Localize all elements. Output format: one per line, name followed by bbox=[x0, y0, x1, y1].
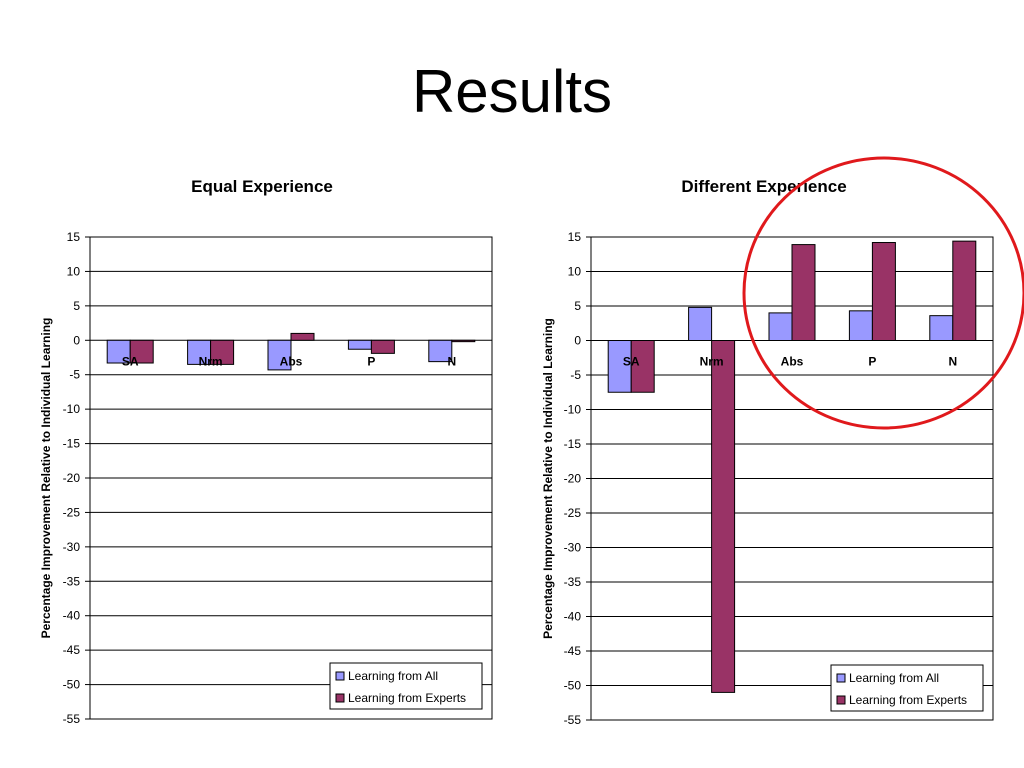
y-tick-label: -25 bbox=[63, 505, 81, 519]
bar-learning-from-all-p bbox=[848, 310, 873, 341]
legend-swatch bbox=[836, 695, 846, 705]
legend-box bbox=[329, 662, 483, 710]
plot-area bbox=[89, 236, 493, 720]
y-tick-label: -10 bbox=[564, 403, 582, 417]
legend-label: Learning from All bbox=[348, 669, 438, 683]
y-tick-label: 5 bbox=[574, 299, 581, 313]
bar-learning-from-experts-sa bbox=[129, 339, 154, 364]
bar-learning-from-experts-nrm bbox=[711, 340, 736, 693]
plot-area bbox=[590, 236, 994, 721]
y-tick-label: -35 bbox=[564, 575, 582, 589]
legend-swatch bbox=[335, 671, 345, 681]
legend-swatch bbox=[836, 673, 846, 683]
y-tick-label: -40 bbox=[564, 610, 582, 624]
legend-label: Learning from All bbox=[849, 671, 939, 685]
bar-learning-from-experts-n bbox=[451, 339, 476, 343]
category-label: P bbox=[868, 355, 876, 369]
y-tick-label: -5 bbox=[570, 368, 581, 382]
y-tick-label: 0 bbox=[574, 334, 581, 348]
y-tick-label: -50 bbox=[564, 679, 582, 693]
bar-learning-from-all-abs bbox=[267, 339, 292, 371]
y-tick-label: -30 bbox=[63, 540, 81, 554]
category-label: P bbox=[367, 354, 375, 368]
bar-learning-from-all-abs bbox=[768, 312, 793, 341]
y-tick-label: -25 bbox=[564, 506, 582, 520]
category-label: SA bbox=[623, 355, 640, 369]
y-tick-label: 10 bbox=[67, 264, 81, 278]
category-label: N bbox=[948, 355, 957, 369]
highlight-circle bbox=[742, 156, 1024, 430]
y-tick-label: -50 bbox=[63, 678, 81, 692]
y-tick-label: -20 bbox=[63, 471, 81, 485]
bar-learning-from-experts-nrm bbox=[210, 339, 235, 365]
chart-title: Equal Experience bbox=[191, 177, 333, 196]
y-tick-label: -45 bbox=[564, 644, 582, 658]
legend-label: Learning from Experts bbox=[348, 691, 466, 705]
y-tick-label: 0 bbox=[73, 333, 80, 347]
legend-box bbox=[830, 664, 984, 712]
y-tick-label: -55 bbox=[63, 712, 81, 726]
bar-learning-from-all-n bbox=[428, 339, 453, 363]
bar-learning-from-experts-n bbox=[952, 240, 977, 341]
legend-label: Learning from Experts bbox=[849, 693, 967, 707]
y-tick-label: -35 bbox=[63, 574, 81, 588]
y-tick-label: -5 bbox=[69, 368, 80, 382]
bar-learning-from-experts-p bbox=[370, 339, 395, 354]
bar-learning-from-experts-p bbox=[871, 242, 896, 342]
y-axis-label: Percentage Improvement Relative to Indiv… bbox=[39, 318, 53, 639]
bar-learning-from-all-nrm bbox=[688, 306, 713, 342]
y-tick-label: -45 bbox=[63, 643, 81, 657]
y-tick-label: 15 bbox=[67, 230, 81, 244]
category-label: SA bbox=[122, 354, 139, 368]
chart-title: Different Experience bbox=[681, 177, 846, 196]
y-tick-label: -20 bbox=[564, 472, 582, 486]
bar-learning-from-experts-sa bbox=[630, 340, 655, 393]
y-tick-label: 5 bbox=[73, 299, 80, 313]
y-tick-label: -40 bbox=[63, 609, 81, 623]
category-label: Abs bbox=[781, 355, 804, 369]
bar-learning-from-experts-abs bbox=[290, 332, 315, 341]
category-label: Abs bbox=[280, 354, 303, 368]
y-tick-label: 10 bbox=[568, 265, 582, 279]
category-label: Nrm bbox=[700, 355, 724, 369]
y-axis-label: Percentage Improvement Relative to Indiv… bbox=[541, 318, 555, 639]
category-label: Nrm bbox=[199, 354, 223, 368]
legend-swatch bbox=[335, 693, 345, 703]
y-tick-label: -15 bbox=[564, 437, 582, 451]
slide-title: Results bbox=[411, 58, 613, 125]
category-label: N bbox=[447, 354, 456, 368]
y-tick-label: 15 bbox=[568, 230, 582, 244]
y-tick-label: -15 bbox=[63, 437, 81, 451]
bar-learning-from-all-n bbox=[929, 315, 954, 342]
y-tick-label: -10 bbox=[63, 402, 81, 416]
y-tick-label: -30 bbox=[564, 541, 582, 555]
y-tick-label: -55 bbox=[564, 713, 582, 727]
bar-learning-from-experts-abs bbox=[791, 244, 816, 341]
